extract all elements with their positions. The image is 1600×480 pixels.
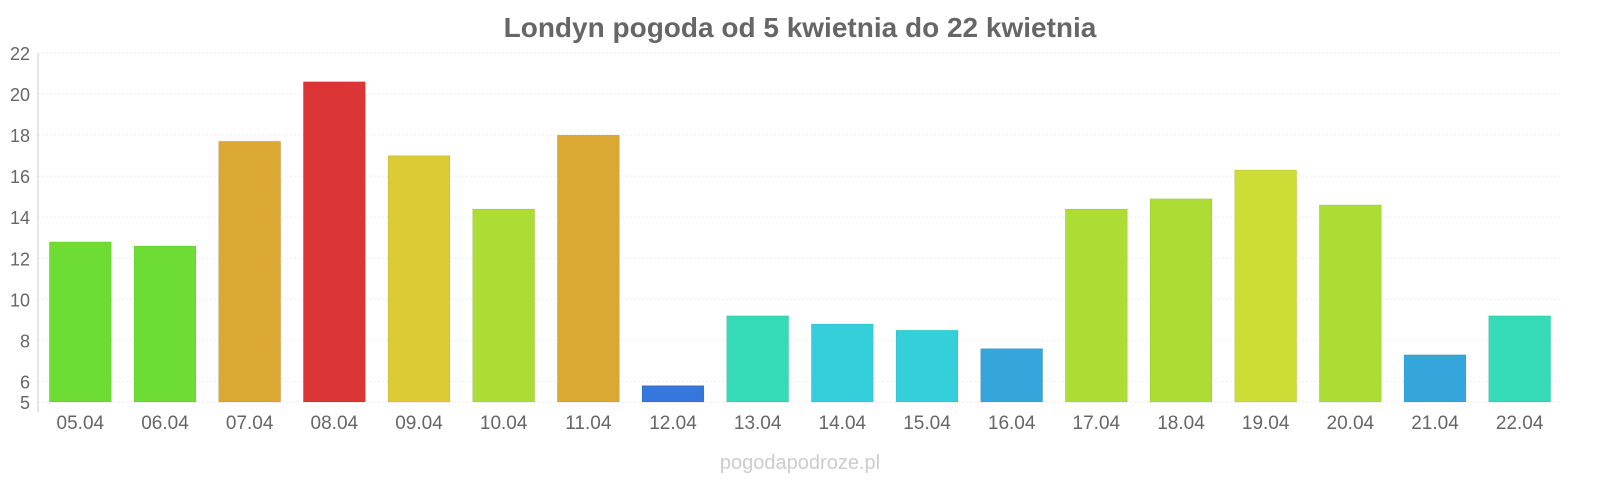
y-tick-label: 14 xyxy=(10,208,30,228)
y-tick-label: 12 xyxy=(10,249,30,269)
bar-14.04 xyxy=(810,323,874,403)
x-tick-label: 20.04 xyxy=(1327,413,1375,434)
x-tick-label: 16.04 xyxy=(988,413,1036,434)
y-tick-label: 22 xyxy=(10,44,30,64)
bar-06.04 xyxy=(133,245,197,403)
x-tick-label: 06.04 xyxy=(141,413,189,434)
bar-13.04 xyxy=(726,315,790,403)
y-tick-label: 18 xyxy=(10,126,30,146)
x-tick-label: 21.04 xyxy=(1411,413,1459,434)
bar-11.04 xyxy=(556,134,620,403)
x-tick-label: 12.04 xyxy=(649,413,697,434)
bar-15.04 xyxy=(895,329,959,403)
x-tick-label: 13.04 xyxy=(734,413,782,434)
bar-22.04 xyxy=(1488,315,1552,403)
x-tick-label: 08.04 xyxy=(311,413,359,434)
bar-08.04 xyxy=(302,81,366,403)
y-tick-label: 5 xyxy=(20,393,30,413)
y-tick-label: 6 xyxy=(20,372,30,392)
bar-09.04 xyxy=(387,155,451,403)
bar-05.04 xyxy=(48,241,112,403)
chart-title: Londyn pogoda od 5 kwietnia do 22 kwietn… xyxy=(503,12,1097,43)
y-tick-label: 10 xyxy=(10,290,30,310)
bar-18.04 xyxy=(1149,198,1213,403)
x-tick-label: 07.04 xyxy=(226,413,274,434)
x-tick-label: 17.04 xyxy=(1073,413,1121,434)
bar-19.04 xyxy=(1234,169,1298,403)
bar-21.04 xyxy=(1403,354,1467,403)
bar-07.04 xyxy=(218,140,282,403)
x-tick-label: 19.04 xyxy=(1242,413,1290,434)
x-tick-label: 11.04 xyxy=(565,413,612,434)
y-tick-label: 8 xyxy=(20,331,30,351)
x-tick-label: 18.04 xyxy=(1157,413,1205,434)
x-tick-label: 10.04 xyxy=(480,413,528,434)
y-tick-label: 20 xyxy=(10,85,30,105)
x-tick-label: 22.04 xyxy=(1496,413,1544,434)
x-tick-label: 14.04 xyxy=(819,413,867,434)
bar-12.04 xyxy=(641,385,705,403)
bar-20.04 xyxy=(1318,204,1382,403)
bar-10.04 xyxy=(472,208,536,403)
x-tick-label: 05.04 xyxy=(57,413,105,434)
x-tick-label: 09.04 xyxy=(395,413,443,434)
credit-text: pogodapodroze.pl xyxy=(719,452,881,474)
bar-16.04 xyxy=(980,348,1044,403)
bar-17.04 xyxy=(1064,208,1128,403)
y-tick-label: 16 xyxy=(10,167,30,187)
x-tick-label: 15.04 xyxy=(903,413,951,434)
